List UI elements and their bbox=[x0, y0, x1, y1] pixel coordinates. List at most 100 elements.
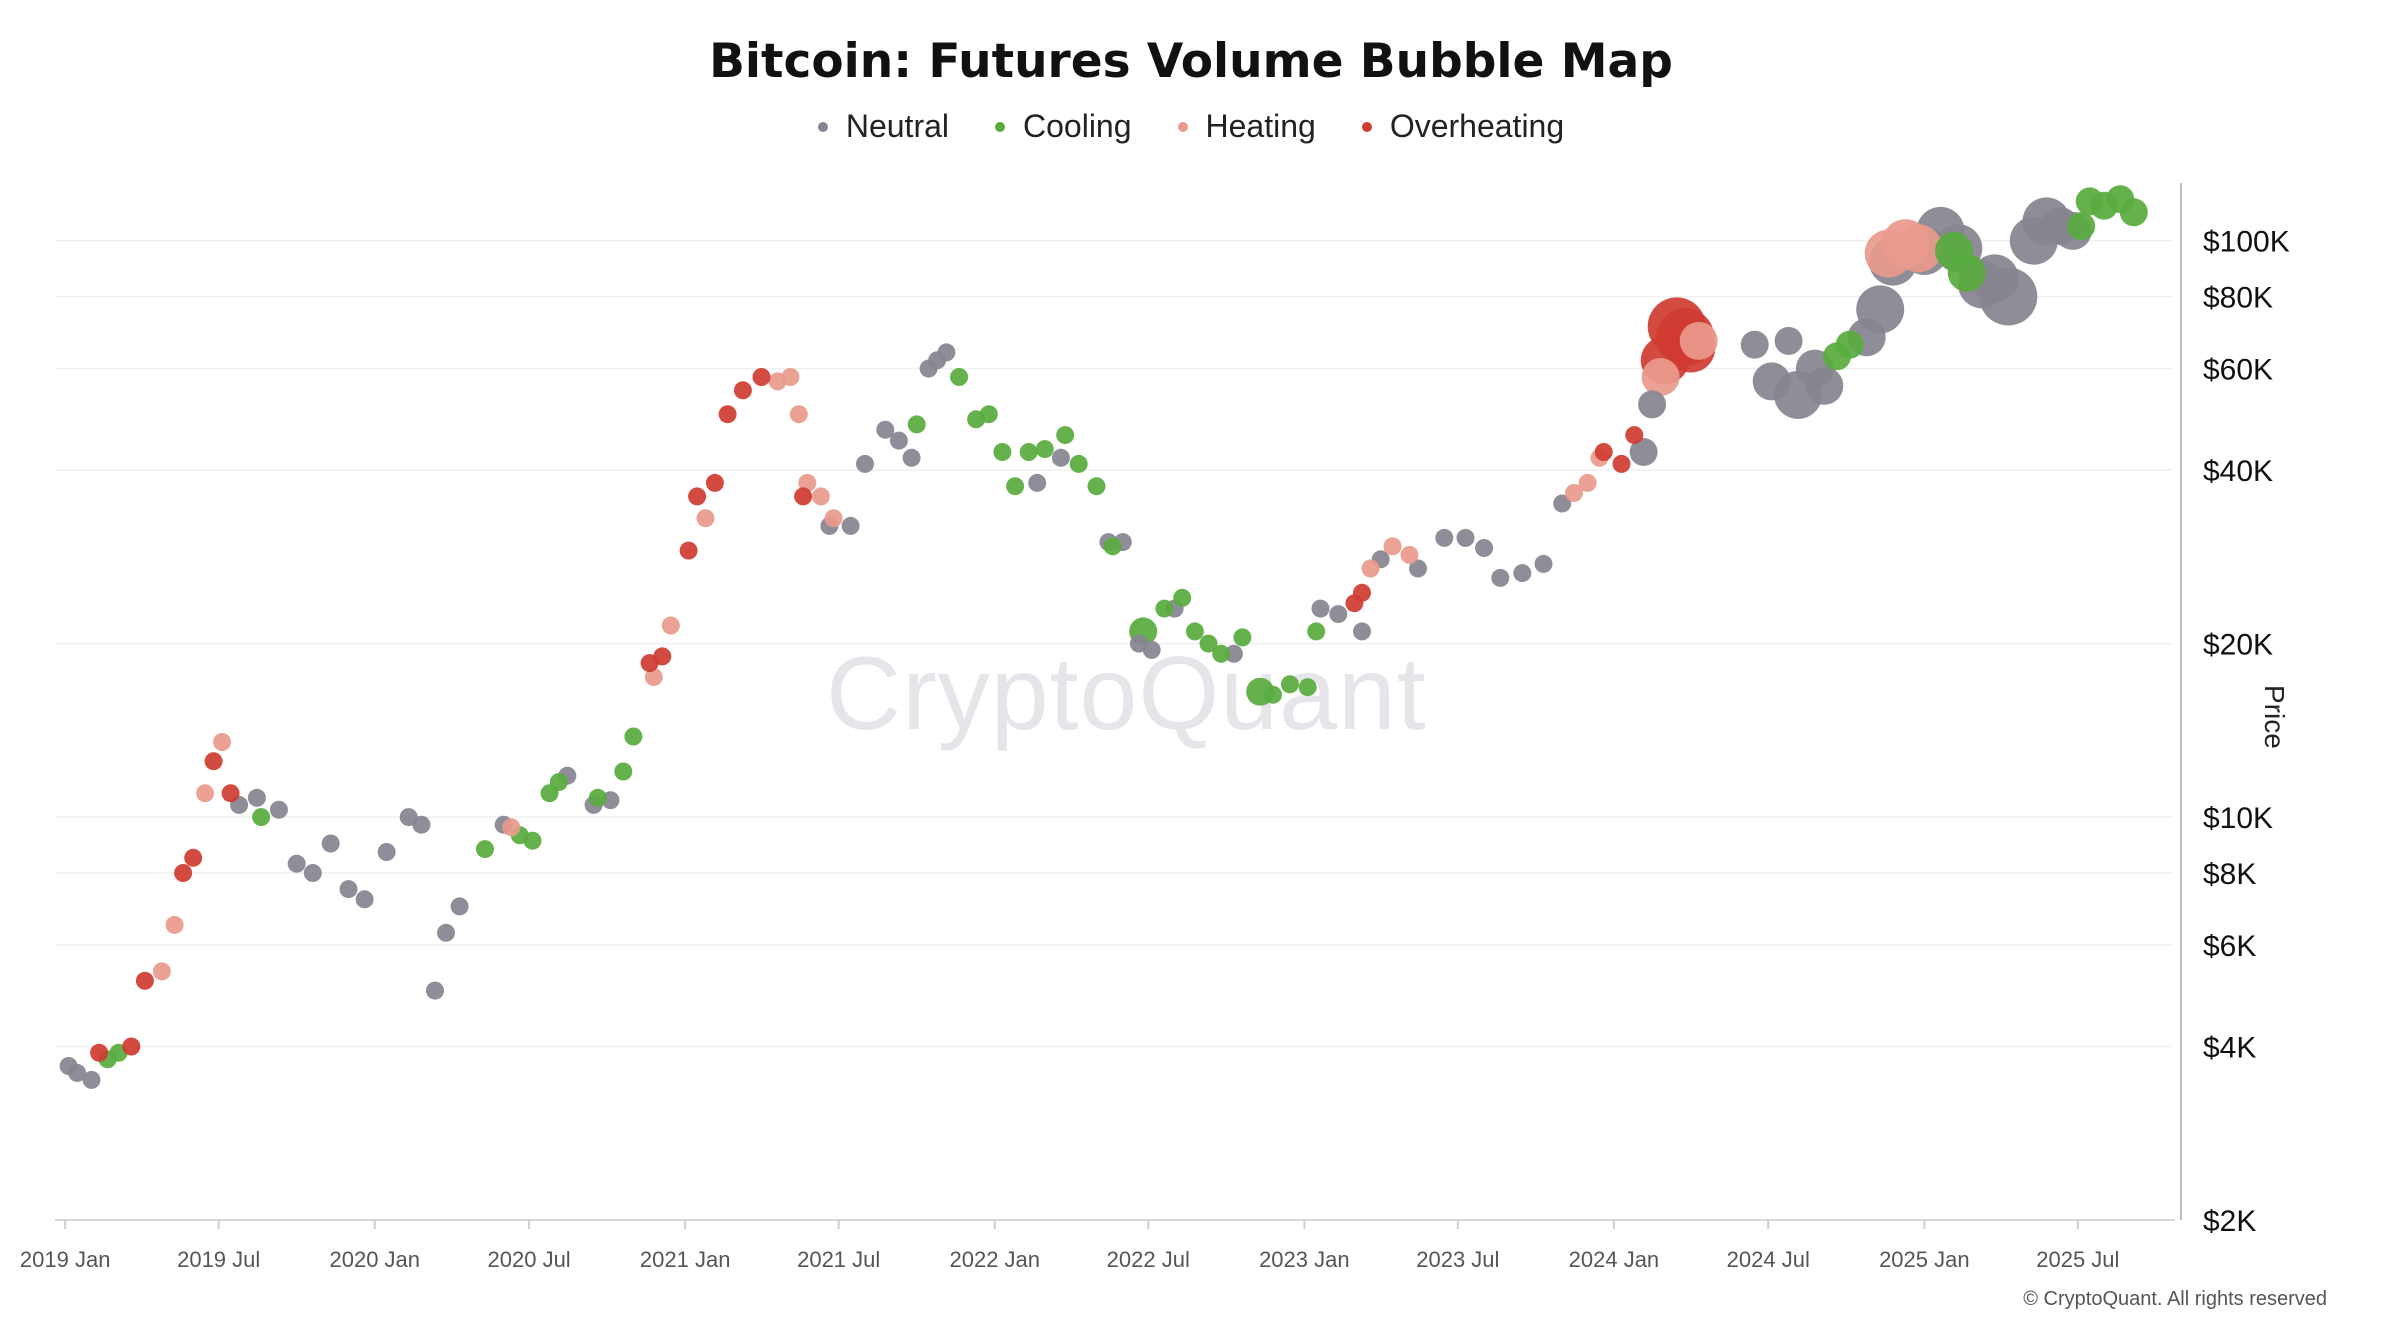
bubble-heating[interactable] bbox=[661, 616, 680, 635]
bubble-cooling[interactable] bbox=[1307, 622, 1326, 641]
bubble-cooling[interactable] bbox=[1264, 685, 1282, 704]
bubble-cooling[interactable] bbox=[907, 415, 926, 434]
bubble-neutral[interactable] bbox=[889, 431, 908, 450]
bubble-neutral[interactable] bbox=[1456, 528, 1475, 547]
bubble-cooling[interactable] bbox=[1298, 678, 1317, 697]
bubble-overheating[interactable] bbox=[794, 487, 813, 506]
bubble-overheating[interactable] bbox=[705, 473, 724, 492]
bubble-heating[interactable] bbox=[213, 733, 232, 751]
bubble-neutral[interactable] bbox=[1629, 438, 1658, 466]
bubble-cooling[interactable] bbox=[1173, 588, 1192, 607]
bubble-heating[interactable] bbox=[1383, 537, 1402, 556]
bubble-neutral[interactable] bbox=[1740, 330, 1769, 359]
bubble-heating[interactable] bbox=[1578, 473, 1597, 492]
bubble-overheating[interactable] bbox=[135, 971, 154, 990]
bubble-cooling[interactable] bbox=[588, 788, 607, 807]
bubble-cooling[interactable] bbox=[1155, 599, 1174, 618]
bubble-neutral[interactable] bbox=[1534, 554, 1553, 573]
bubble-neutral[interactable] bbox=[68, 1063, 87, 1082]
bubble-cooling[interactable] bbox=[979, 405, 998, 424]
bubble-neutral[interactable] bbox=[269, 800, 288, 819]
bubble-heating[interactable] bbox=[1641, 358, 1680, 396]
bubble-overheating[interactable] bbox=[679, 541, 698, 560]
bubble-cooling[interactable] bbox=[1056, 426, 1075, 445]
bubble-cooling[interactable] bbox=[1069, 454, 1088, 473]
bubble-overheating[interactable] bbox=[733, 381, 752, 400]
bubble-neutral[interactable] bbox=[1353, 622, 1371, 641]
bubble-heating[interactable] bbox=[798, 473, 817, 492]
bubble-neutral[interactable] bbox=[902, 448, 921, 467]
bubble-neutral[interactable] bbox=[1028, 473, 1047, 492]
bubble-overheating[interactable] bbox=[653, 647, 672, 666]
bubble-cooling[interactable] bbox=[2119, 198, 2148, 227]
bubble-neutral[interactable] bbox=[247, 788, 266, 807]
bubble-neutral[interactable] bbox=[412, 815, 431, 834]
bubble-heating[interactable] bbox=[1679, 321, 1718, 360]
bubble-overheating[interactable] bbox=[90, 1043, 109, 1062]
bubble-cooling[interactable] bbox=[950, 368, 969, 386]
bubble-overheating[interactable] bbox=[184, 848, 203, 867]
bubble-cooling[interactable] bbox=[1947, 253, 1986, 292]
bubble-cooling[interactable] bbox=[614, 762, 633, 781]
bubble-heating[interactable] bbox=[196, 784, 215, 803]
bubble-overheating[interactable] bbox=[174, 864, 193, 882]
bubble-neutral[interactable] bbox=[1475, 539, 1494, 557]
bubble-cooling[interactable] bbox=[1006, 477, 1025, 496]
bubble-neutral[interactable] bbox=[426, 981, 444, 1000]
bubble-cooling[interactable] bbox=[624, 727, 643, 746]
bubble-cooling[interactable] bbox=[1199, 634, 1218, 653]
bubble-heating[interactable] bbox=[811, 487, 830, 506]
legend-item-cooling[interactable]: Cooling bbox=[995, 108, 1132, 145]
bubble-overheating[interactable] bbox=[1353, 583, 1371, 602]
bubble-cooling[interactable] bbox=[252, 808, 271, 827]
bubble-neutral[interactable] bbox=[1774, 326, 1803, 355]
bubble-overheating[interactable] bbox=[122, 1037, 141, 1056]
legend-item-neutral[interactable]: Neutral bbox=[817, 108, 949, 145]
bubble-heating[interactable] bbox=[1565, 484, 1583, 502]
bubble-heating[interactable] bbox=[152, 962, 171, 981]
bubble-neutral[interactable] bbox=[1051, 448, 1070, 467]
bubble-cooling[interactable] bbox=[1087, 477, 1106, 496]
bubble-heating[interactable] bbox=[789, 405, 808, 424]
bubble-neutral[interactable] bbox=[1409, 559, 1427, 578]
bubble-neutral[interactable] bbox=[303, 864, 322, 882]
bubble-cooling[interactable] bbox=[523, 831, 542, 850]
bubble-overheating[interactable] bbox=[1594, 443, 1613, 461]
bubble-neutral[interactable] bbox=[1553, 494, 1572, 513]
bubble-overheating[interactable] bbox=[752, 368, 771, 386]
bubble-heating[interactable] bbox=[1894, 224, 1943, 273]
bubble-cooling[interactable] bbox=[1233, 628, 1252, 647]
bubble-overheating[interactable] bbox=[1612, 454, 1631, 473]
bubble-cooling[interactable] bbox=[993, 443, 1012, 461]
bubble-cooling[interactable] bbox=[1019, 443, 1038, 461]
bubble-neutral[interactable] bbox=[82, 1070, 101, 1089]
bubble-heating[interactable] bbox=[824, 509, 843, 528]
legend-item-overheating[interactable]: Overheating bbox=[1361, 108, 1564, 145]
bubble-neutral[interactable] bbox=[1435, 528, 1454, 547]
bubble-cooling[interactable] bbox=[1185, 622, 1204, 641]
bubble-cooling[interactable] bbox=[2067, 212, 2096, 241]
bubble-neutral[interactable] bbox=[1491, 568, 1510, 587]
bubble-neutral[interactable] bbox=[339, 880, 358, 899]
bubble-overheating[interactable] bbox=[221, 784, 240, 803]
bubble-overheating[interactable] bbox=[1625, 426, 1644, 445]
bubble-heating[interactable] bbox=[1361, 559, 1380, 578]
bubble-neutral[interactable] bbox=[1224, 644, 1243, 663]
legend-item-heating[interactable]: Heating bbox=[1177, 108, 1316, 145]
bubble-heating[interactable] bbox=[644, 668, 663, 686]
bubble-overheating[interactable] bbox=[204, 752, 223, 771]
bubble-neutral[interactable] bbox=[856, 454, 874, 473]
bubble-neutral[interactable] bbox=[937, 343, 956, 362]
bubble-neutral[interactable] bbox=[321, 834, 340, 853]
bubble-neutral[interactable] bbox=[1752, 362, 1791, 401]
bubble-neutral[interactable] bbox=[841, 516, 860, 535]
bubble-neutral[interactable] bbox=[876, 420, 895, 439]
bubble-cooling[interactable] bbox=[1035, 440, 1054, 459]
bubble-heating[interactable] bbox=[165, 915, 184, 934]
bubble-neutral[interactable] bbox=[287, 854, 306, 873]
bubble-neutral[interactable] bbox=[1311, 599, 1330, 618]
bubble-overheating[interactable] bbox=[688, 487, 707, 506]
bubble-heating[interactable] bbox=[1400, 545, 1419, 564]
bubble-neutral[interactable] bbox=[1513, 564, 1532, 583]
bubble-cooling[interactable] bbox=[1835, 330, 1864, 359]
